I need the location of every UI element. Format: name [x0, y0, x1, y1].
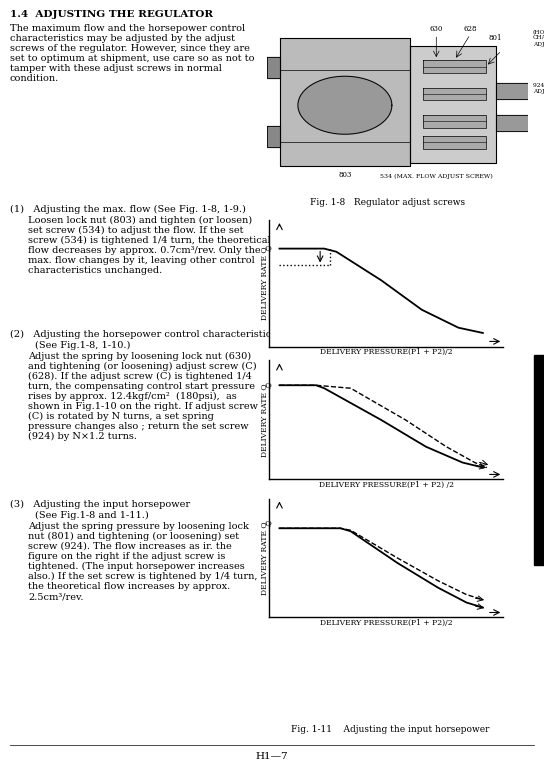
- Text: Fig.1-10    Adjusting the horsepower: Fig.1-10 Adjusting the horsepower: [310, 572, 479, 581]
- Polygon shape: [496, 83, 528, 99]
- Text: 1.4  ADJUSTING THE REGULATOR: 1.4 ADJUSTING THE REGULATOR: [10, 10, 213, 19]
- Text: turn, the compensating control start pressure: turn, the compensating control start pre…: [28, 382, 255, 391]
- Text: max. flow changes by it, leaving other control: max. flow changes by it, leaving other c…: [28, 256, 255, 265]
- Text: set to optimum at shipment, use care so as not to: set to optimum at shipment, use care so …: [10, 54, 255, 63]
- Polygon shape: [280, 38, 410, 166]
- Text: the theoretical flow increases by approx.: the theoretical flow increases by approx…: [28, 582, 230, 591]
- Polygon shape: [267, 126, 280, 147]
- Text: Fig. 1-8   Regulator adjust screws: Fig. 1-8 Regulator adjust screws: [310, 198, 465, 207]
- Text: set screw (534) to adjust the flow. If the set: set screw (534) to adjust the flow. If t…: [28, 226, 244, 235]
- Text: (2)   Adjusting the horsepower control characteristics: (2) Adjusting the horsepower control cha…: [10, 330, 276, 339]
- Polygon shape: [423, 87, 486, 100]
- Polygon shape: [423, 136, 486, 149]
- Text: H1—7: H1—7: [256, 752, 288, 761]
- X-axis label: DELIVERY PRESSURE(P1 + P2) /2: DELIVERY PRESSURE(P1 + P2) /2: [319, 481, 454, 489]
- Text: characteristics may be adjusted by the adjust: characteristics may be adjusted by the a…: [10, 34, 235, 43]
- Text: 924(INPUT HORSEPOWER
ADJUST SCREW): 924(INPUT HORSEPOWER ADJUST SCREW): [533, 83, 544, 94]
- Text: Fig. 1-11    Adjusting the input horsepower: Fig. 1-11 Adjusting the input horsepower: [290, 725, 489, 734]
- Polygon shape: [267, 57, 280, 78]
- Polygon shape: [423, 60, 486, 73]
- Text: control characteristics: control characteristics: [310, 582, 455, 591]
- Text: nut (801) and tightening (or loosening) set: nut (801) and tightening (or loosening) …: [28, 532, 239, 542]
- Text: (See Fig.1-8, 1-10.): (See Fig.1-8, 1-10.): [10, 341, 131, 350]
- Polygon shape: [496, 115, 528, 131]
- Y-axis label: DELIVERY RATE Q: DELIVERY RATE Q: [260, 247, 268, 320]
- Text: The maximum flow and the horsepower control: The maximum flow and the horsepower cont…: [10, 24, 245, 33]
- Text: tightened. (The input horsepower increases: tightened. (The input horsepower increas…: [28, 562, 245, 571]
- Polygon shape: [410, 46, 496, 163]
- Text: (C) is rotated by N turns, a set spring: (C) is rotated by N turns, a set spring: [28, 412, 214, 421]
- Text: characteristics unchanged.: characteristics unchanged.: [28, 266, 162, 275]
- Text: also.) If the set screw is tightened by 1/4 turn,: also.) If the set screw is tightened by …: [28, 572, 257, 581]
- Text: figure on the right if the adjust screw is: figure on the right if the adjust screw …: [28, 552, 225, 561]
- Text: (See Fig.1-8 and 1-11.): (See Fig.1-8 and 1-11.): [10, 511, 149, 520]
- Text: Adjust the spring by loosening lock nut (630): Adjust the spring by loosening lock nut …: [28, 352, 251, 361]
- Text: Q: Q: [264, 381, 271, 390]
- Text: screws of the regulator. However, since they are: screws of the regulator. However, since …: [10, 44, 250, 53]
- Polygon shape: [423, 115, 486, 128]
- Y-axis label: DELIVERY RATE Q: DELIVERY RATE Q: [260, 522, 268, 594]
- Text: condition.: condition.: [10, 74, 59, 83]
- Text: Q: Q: [264, 245, 271, 252]
- Text: 630: 630: [430, 25, 443, 33]
- Text: pressure changes also ; return the set screw: pressure changes also ; return the set s…: [28, 422, 249, 431]
- Text: screw (924). The flow increases as ir. the: screw (924). The flow increases as ir. t…: [28, 542, 232, 551]
- Text: 534 (MAX. FLOW ADJUST SCREW): 534 (MAX. FLOW ADJUST SCREW): [380, 174, 493, 179]
- Bar: [534, 355, 544, 565]
- Text: (628). If the adjust screw (C) is tightened 1/4: (628). If the adjust screw (C) is tighte…: [28, 372, 252, 381]
- Text: (1)   Adjusting the max. flow (See Fig. 1-8, 1-9.): (1) Adjusting the max. flow (See Fig. 1-…: [10, 205, 246, 214]
- Text: rises by approx. 12.4kgf/cm²  (180psi),  as: rises by approx. 12.4kgf/cm² (180psi), a…: [28, 392, 237, 401]
- Text: 628: 628: [463, 25, 477, 33]
- Text: (HORSEPOWER
CHARACTERISTICS
ADJUST SCREW C): (HORSEPOWER CHARACTERISTICS ADJUST SCREW…: [533, 29, 544, 47]
- Text: Fig. 1-9    Max. flow adjustment: Fig. 1-9 Max. flow adjustment: [317, 423, 463, 432]
- Text: tamper with these adjust screws in normal: tamper with these adjust screws in norma…: [10, 64, 222, 73]
- Text: and tightening (or loosening) adjust screw (C): and tightening (or loosening) adjust scr…: [28, 362, 257, 371]
- Text: screw (534) is tightened 1/4 turn, the theoretical: screw (534) is tightened 1/4 turn, the t…: [28, 236, 270, 245]
- Text: 801: 801: [489, 35, 502, 42]
- Text: (924) by N×1.2 turns.: (924) by N×1.2 turns.: [28, 432, 137, 441]
- Text: flow decreases by approx. 0.7cm³/rev. Only the: flow decreases by approx. 0.7cm³/rev. On…: [28, 246, 261, 255]
- Text: (3)   Adjusting the input horsepower: (3) Adjusting the input horsepower: [10, 500, 190, 509]
- Text: Loosen lock nut (803) and tighten (or loosen): Loosen lock nut (803) and tighten (or lo…: [28, 216, 252, 225]
- X-axis label: DELIVERY PRESSURE(P1 + P2)/2: DELIVERY PRESSURE(P1 + P2)/2: [320, 619, 453, 627]
- Text: Adjust the spring pressure by loosening lock: Adjust the spring pressure by loosening …: [28, 522, 249, 531]
- Text: 803: 803: [338, 171, 351, 179]
- Text: shown in Fig.1-10 on the right. If adjust screw: shown in Fig.1-10 on the right. If adjus…: [28, 402, 258, 411]
- Text: Q: Q: [264, 519, 271, 528]
- Text: 2.5cm³/rev.: 2.5cm³/rev.: [28, 592, 83, 601]
- Y-axis label: DELIVERY RATE Q: DELIVERY RATE Q: [260, 384, 268, 456]
- X-axis label: DELIVERY PRESSURE(P1 + P2)/2: DELIVERY PRESSURE(P1 + P2)/2: [320, 348, 453, 356]
- Polygon shape: [298, 76, 392, 134]
